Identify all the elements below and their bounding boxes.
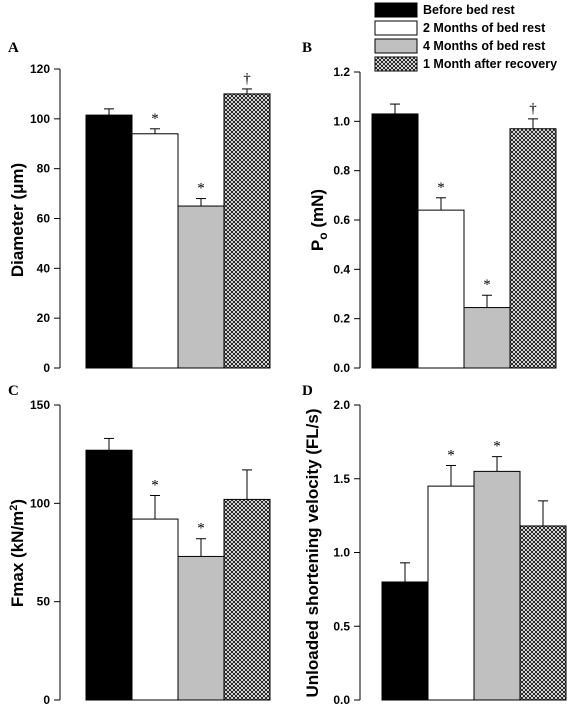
panel-letter-c: C [8, 383, 19, 399]
panel-d-y-tick-label: 1.0 [333, 546, 350, 560]
panel-a-y-tick-label: 60 [37, 212, 51, 226]
panel-c-significance-marker: * [151, 477, 159, 493]
panel-c-y-axis-title-superscript: 2 [8, 505, 20, 511]
panel-b-y-tick-label: 0.6 [333, 213, 350, 227]
panel-d-bars: ** [381, 439, 567, 701]
panel-d: D Unloaded shortening velocity (FL/s) 0.… [302, 383, 567, 707]
panel-b-y-tick-label: 1.2 [333, 65, 350, 79]
panel-c-y-tick-label: 0 [43, 693, 50, 707]
panel-b-bars: * * † [371, 101, 557, 369]
panel-d-y-tick-label: 0.5 [333, 619, 350, 633]
panel-a-y-tick-label: 100 [30, 112, 50, 126]
panel-letter-a: A [8, 40, 19, 56]
panel-a-bar [223, 93, 271, 369]
legend-swatch-recovery [374, 56, 418, 72]
panel-b-y-axis-title-main: P [308, 240, 327, 251]
panel-a-y-tick-label: 20 [37, 311, 51, 325]
panel-c-y-axis: 0 50 100 150 [30, 398, 61, 707]
panel-d-significance-marker: * [493, 439, 501, 455]
panel-b-bar [417, 209, 465, 369]
panel-d-y-tick-label: 2.0 [333, 398, 350, 412]
legend: Before bed rest 2 Months of bed rest 4 M… [374, 2, 557, 72]
panel-c-bar [223, 498, 271, 701]
panel-b-y-axis-title: Po (mN) [308, 189, 330, 251]
panel-b-y-axis-title-subscript: o [316, 232, 330, 239]
panel-c-y-tick-label: 150 [30, 398, 50, 412]
panel-b-y-axis: 0.0 0.2 0.4 0.6 0.8 1.0 1.2 [333, 65, 361, 375]
legend-swatch-4-months [374, 38, 418, 54]
panel-a-significance-marker: * [197, 181, 205, 197]
panel-a-y-tick-label: 80 [37, 162, 51, 176]
legend-label-before: Before bed rest [423, 3, 516, 17]
panel-a-y-axis-title: Diameter (μm) [8, 163, 27, 277]
panel-b-bar [463, 307, 511, 369]
panel-b-y-axis-title-rest: (mN) [308, 189, 327, 232]
panel-letter-d: D [302, 383, 313, 399]
panel-d-y-tick-label: 0.0 [333, 693, 350, 707]
panel-d-bar [381, 581, 429, 701]
panel-d-bar [473, 470, 521, 701]
legend-swatch-before [374, 2, 418, 18]
legend-swatch-2-months [374, 20, 418, 36]
legend-label-2-months: 2 Months of bed rest [423, 21, 546, 35]
panel-b-y-tick-label: 0.8 [333, 164, 350, 178]
panel-a-bar [177, 205, 225, 369]
panel-d-significance-marker: * [447, 447, 455, 463]
panel-a-significance-marker: † [243, 71, 251, 87]
panel-a-y-tick-label: 120 [30, 62, 50, 76]
panel-c-y-axis-title: Fmax (kN/m2) [8, 499, 27, 607]
panel-a-bars: * * † [85, 71, 271, 369]
panel-b-bar [509, 128, 557, 369]
panel-a-bar [85, 114, 133, 369]
panel-b-bar [371, 113, 419, 369]
panel-d-bar [519, 525, 567, 701]
panel-c-bar [85, 449, 133, 701]
panel-c-bar [177, 555, 225, 701]
panel-c-y-axis-title-rest: ) [8, 499, 27, 505]
panel-c-y-tick-label: 100 [30, 496, 50, 510]
panel-b-y-tick-label: 0.4 [333, 262, 350, 276]
panel-a: A Diameter (μm) 0 20 40 60 80 100 120 * * † [8, 40, 271, 375]
panel-c-bar [131, 518, 179, 701]
panel-a-y-axis: 0 20 40 60 80 100 120 [30, 62, 61, 375]
panel-b-significance-marker: * [437, 180, 445, 196]
panel-a-bar [131, 133, 179, 369]
legend-label-4-months: 4 Months of bed rest [423, 39, 546, 53]
panel-d-y-axis-title: Unloaded shortening velocity (FL/s) [303, 408, 322, 697]
panel-a-y-tick-label: 40 [37, 261, 51, 275]
panel-b-significance-marker: * [483, 277, 491, 293]
legend-label-recovery: 1 Month after recovery [423, 57, 557, 71]
panel-b-significance-marker: † [529, 101, 537, 117]
panel-b-y-tick-label: 0.2 [333, 312, 350, 326]
panel-b-y-tick-label: 0.0 [333, 361, 350, 375]
panel-c-significance-marker: * [197, 521, 205, 537]
panel-b-y-tick-label: 1.0 [333, 114, 350, 128]
panel-c-bars: ** [85, 437, 271, 701]
panel-c-y-axis-title-main: Fmax (kN/m [8, 511, 27, 607]
panel-a-significance-marker: * [151, 111, 159, 127]
panel-d-y-tick-label: 1.5 [333, 472, 350, 486]
panel-a-y-tick-label: 0 [43, 361, 50, 375]
panel-b: B Po (mN) 0.0 0.2 0.4 0.6 0.8 1.0 1.2 * * † [302, 40, 557, 375]
panel-d-y-axis: 0.0 0.5 1.0 1.5 2.0 [333, 398, 361, 707]
panel-c-y-tick-label: 50 [37, 595, 51, 609]
panel-d-bar [427, 485, 475, 701]
panel-letter-b: B [302, 40, 312, 56]
